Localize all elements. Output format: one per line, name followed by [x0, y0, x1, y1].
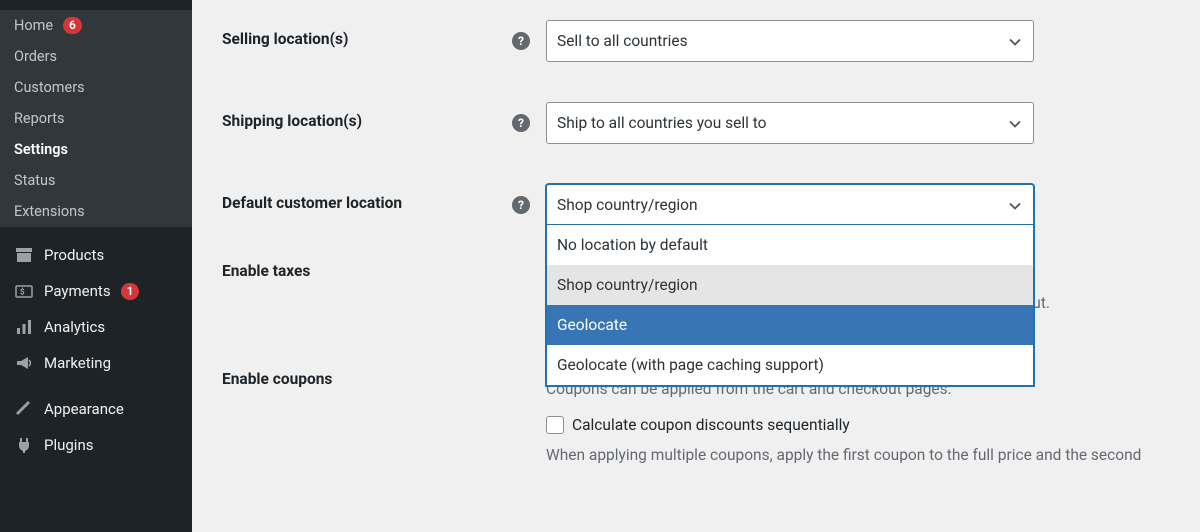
coupons-desc2: When applying multiple coupons, apply th… — [546, 446, 1170, 464]
dropdown-option[interactable]: Shop country/region — [547, 265, 1033, 305]
notification-badge: 1 — [121, 283, 140, 300]
enable-coupons-label: Enable coupons — [222, 360, 512, 388]
sidebar-item-label: Appearance — [44, 400, 124, 418]
sidebar-item-label: Payments — [44, 282, 111, 300]
sidebar-item-analytics[interactable]: Analytics — [0, 309, 192, 345]
select-value: Shop country/region — [557, 196, 698, 214]
selling-location-label: Selling location(s) — [222, 20, 512, 48]
sequential-coupons-checkbox[interactable] — [546, 416, 564, 434]
admin-sidebar: Home 6 Orders Customers Reports Settings Statu… — [0, 0, 192, 532]
select-value: Ship to all countries you sell to — [557, 114, 767, 132]
help-icon[interactable]: ? — [512, 196, 530, 214]
sidebar-item-label: Reports — [14, 110, 65, 127]
default-location-label: Default customer location — [222, 184, 512, 212]
sidebar-item-label: Orders — [14, 48, 57, 65]
select-value: Sell to all countries — [557, 32, 688, 50]
archive-icon — [14, 245, 34, 265]
bars-icon — [14, 317, 34, 337]
sidebar-item-appearance[interactable]: Appearance — [0, 391, 192, 427]
sidebar-item-label: Marketing — [44, 354, 111, 372]
selling-location-select[interactable]: Sell to all countries — [546, 20, 1034, 62]
plug-icon — [14, 435, 34, 455]
notification-badge: 6 — [63, 17, 82, 34]
sidebar-item-orders[interactable]: Orders — [0, 41, 192, 72]
sidebar-item-label: Customers — [14, 79, 85, 96]
sidebar-item-label: Extensions — [14, 203, 85, 220]
sidebar-item-home[interactable]: Home 6 — [0, 10, 192, 41]
sidebar-item-extensions[interactable]: Extensions — [0, 196, 192, 227]
chevron-down-icon — [1009, 196, 1021, 214]
sidebar-item-label: Status — [14, 172, 55, 189]
sidebar-item-label: Analytics — [44, 318, 105, 336]
sidebar-item-label: Products — [44, 246, 104, 264]
sidebar-item-settings[interactable]: Settings — [0, 134, 192, 165]
chevron-down-icon — [1009, 114, 1021, 132]
sidebar-item-reports[interactable]: Reports — [0, 103, 192, 134]
sidebar-item-products[interactable]: Products — [0, 237, 192, 273]
enable-taxes-label: Enable taxes — [222, 252, 512, 280]
settings-content: Selling location(s) ? Sell to all countr… — [192, 0, 1200, 532]
card-icon: $ — [14, 281, 34, 301]
brush-icon — [14, 399, 34, 419]
help-icon[interactable]: ? — [512, 114, 530, 132]
default-location-dropdown: No location by defaultShop country/regio… — [546, 225, 1034, 386]
megaphone-icon — [14, 353, 34, 373]
dropdown-option[interactable]: Geolocate — [547, 305, 1033, 345]
dropdown-option[interactable]: Geolocate (with page caching support) — [547, 345, 1033, 385]
sidebar-item-plugins[interactable]: Plugins — [0, 427, 192, 463]
dropdown-option[interactable]: No location by default — [547, 225, 1033, 265]
shipping-location-label: Shipping location(s) — [222, 102, 512, 130]
sidebar-item-label: Plugins — [44, 436, 93, 454]
svg-text:$: $ — [20, 288, 25, 297]
shipping-location-select[interactable]: Ship to all countries you sell to — [546, 102, 1034, 144]
help-icon[interactable]: ? — [512, 32, 530, 50]
sequential-coupons-label: Calculate coupon discounts sequentially — [572, 416, 850, 434]
sidebar-item-marketing[interactable]: Marketing — [0, 345, 192, 381]
chevron-down-icon — [1009, 32, 1021, 50]
sidebar-item-customers[interactable]: Customers — [0, 72, 192, 103]
sidebar-item-label: Settings — [14, 141, 68, 158]
sidebar-item-payments[interactable]: $ Payments 1 — [0, 273, 192, 309]
default-location-select[interactable]: Shop country/region — [546, 184, 1034, 226]
sidebar-item-label: Home — [14, 17, 53, 34]
sidebar-item-status[interactable]: Status — [0, 165, 192, 196]
